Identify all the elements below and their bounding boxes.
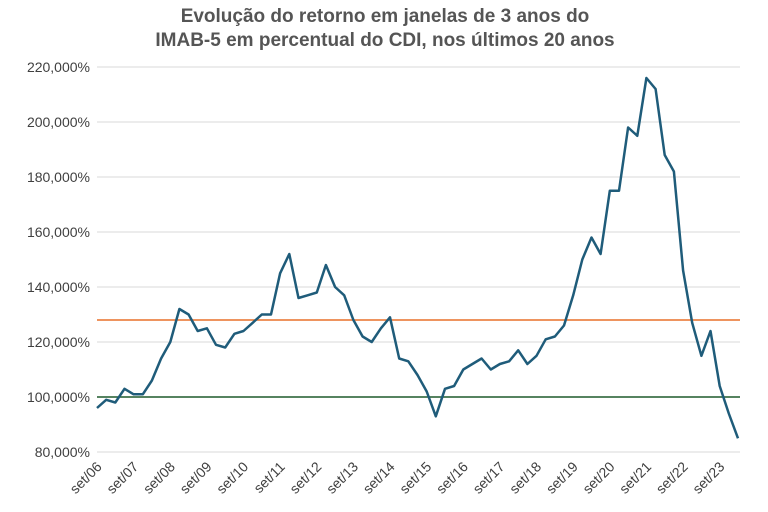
y-tick-label: 220,000% — [27, 59, 90, 75]
x-tick-label: set/15 — [396, 458, 434, 496]
y-tick-label: 200,000% — [27, 114, 90, 130]
x-tick-label: set/19 — [543, 458, 581, 496]
data-line — [96, 76, 740, 439]
x-tick-label: set/09 — [176, 458, 214, 496]
chart-title: IMAB-5 em percentual do CDI, nos últimos… — [155, 30, 614, 51]
x-tick-label: set/11 — [250, 458, 288, 496]
y-tick-label: 100,000% — [27, 389, 90, 405]
x-tick-label: set/23 — [689, 458, 727, 496]
x-tick-label: set/22 — [653, 458, 691, 496]
x-tick-label: set/12 — [286, 458, 324, 496]
x-tick-label: set/13 — [323, 458, 361, 496]
x-tick-label: set/17 — [469, 458, 507, 496]
y-tick-label: 80,000% — [35, 444, 90, 460]
y-tick-label: 140,000% — [27, 279, 90, 295]
x-tick-label: set/07 — [103, 458, 141, 496]
x-tick-label: set/20 — [579, 458, 617, 496]
x-tick-label: set/08 — [140, 458, 178, 496]
y-tick-label: 120,000% — [27, 334, 90, 350]
x-tick-label: set/16 — [433, 458, 471, 496]
x-tick-label: set/14 — [360, 458, 398, 496]
chart-title: Evolução do retorno em janelas de 3 anos… — [181, 6, 590, 27]
x-tick-label: set/21 — [616, 458, 654, 496]
x-tick-label: set/06 — [66, 458, 104, 496]
y-tick-label: 160,000% — [27, 224, 90, 240]
x-tick-label: set/10 — [213, 458, 251, 496]
x-tick-label: set/18 — [506, 458, 544, 496]
y-tick-label: 180,000% — [27, 169, 90, 185]
